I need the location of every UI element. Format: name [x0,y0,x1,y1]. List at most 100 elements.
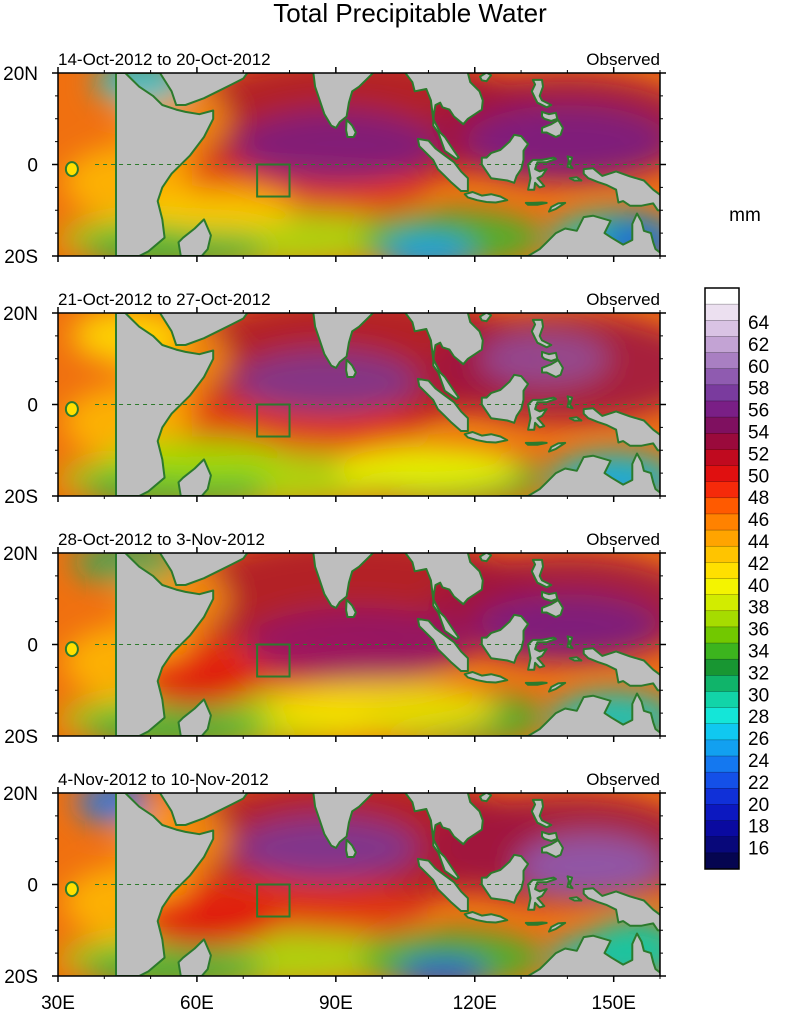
lat-label: 0 [27,396,38,417]
land-borneo [480,613,530,664]
colorbar-swatch [705,384,739,402]
colorbar-tick-label: 16 [748,839,769,860]
panel-status-label: Observed [586,50,660,69]
land-arabia [115,313,249,346]
land-halmahera [566,395,574,410]
land-srilanka [345,118,357,138]
colorbar-tick-label: 34 [748,642,770,663]
field-blob [335,445,522,492]
land-india [312,73,484,160]
lat-label: 20S [4,967,38,988]
precipitable-water-field [58,793,660,976]
colorbar-tick-label: 42 [748,554,769,575]
land-srilanka [345,598,357,618]
land-timor [548,681,567,693]
lake-victoria [64,161,79,178]
land-madagascar [177,938,212,976]
colorbar-swatch [705,288,739,305]
land-borneo [480,133,530,184]
colorbar-swatch [705,530,739,547]
land-srilanka [345,838,357,858]
colorbar-swatch [705,739,739,757]
lon-label: 150E [592,993,636,1014]
colorbar-swatch [705,594,739,612]
panel-status-label: Observed [586,770,660,789]
land-mindanao [541,119,564,138]
land-sulawesi [527,876,557,911]
panel-date-range: 28-Oct-2012 to 3-Nov-2012 [58,530,265,549]
panel-date-range: 4-Nov-2012 to 10-Nov-2012 [58,770,269,789]
land-flores [524,681,548,686]
colorbar-tick-label: 56 [748,401,769,422]
land-masses [115,553,660,736]
land-java [463,671,509,684]
lat-label: 20S [4,727,38,748]
colorbar-swatch [705,320,739,337]
field-blob [243,607,475,682]
land-newbritain [665,184,681,193]
land-india [312,553,484,640]
colorbar-swatch [705,368,739,386]
colorbar-swatch [705,772,739,789]
colorbar-tick-label: 22 [748,773,769,794]
land-madagascar [177,458,212,496]
land-india [312,793,484,880]
colorbar-swatch [705,804,739,821]
land-africa [115,793,215,976]
colorbar-swatch [705,417,739,434]
study-region-box [256,643,291,678]
lon-label: 30E [41,993,75,1014]
colorbar-tick-label: 58 [748,379,769,400]
field-blob [81,948,267,976]
study-region-box [256,163,291,198]
colorbar-tick-label: 32 [748,663,769,684]
map-panel: 28-Oct-2012 to 3-Nov-2012 Observed 20N 0 20S [3,530,666,748]
colorbar-tick-label: 60 [748,357,769,378]
colorbar-tick-label: 30 [748,685,769,706]
land-halmahera [566,635,574,650]
panel-status-label: Observed [586,290,660,309]
field-blob [396,957,489,976]
land-africa [115,553,215,736]
land-srilanka [345,358,357,378]
land-australia [499,452,660,496]
land-madagascar [177,698,212,736]
colorbar-swatch [705,433,739,450]
precipitable-water-field [58,553,660,736]
lat-label: 20N [3,304,38,325]
colorbar-swatch [705,610,739,628]
land-java [463,431,509,444]
colorbar-tick-label: 46 [748,510,769,531]
colorbar-swatch [705,497,739,515]
colorbar-swatch [705,352,739,369]
field-blob [132,653,262,709]
field-blob [145,187,295,234]
colorbar-tick-label: 26 [748,729,769,750]
field-blob [132,893,281,949]
map-panel: 21-Oct-2012 to 27-Oct-2012 Observed 20N 0 20… [3,290,666,508]
field-blob [266,681,498,736]
land-java [463,911,509,924]
longitude-axis: 30E 60E 90E 120E 150E [41,993,636,1014]
land-australia [499,692,660,736]
field-blob [359,930,545,976]
land-luzon [530,798,553,829]
colorbar-swatch [705,675,739,692]
study-region-box [256,883,291,918]
colorbar-swatch [705,820,739,838]
land-seram [568,896,583,902]
land-timor [548,201,567,213]
field-blob [81,228,267,256]
land-timor [548,441,567,453]
lat-label: 20N [3,544,38,565]
land-seram [568,656,583,662]
colorbar-tick-label: 54 [748,423,770,444]
lat-label: 20S [4,247,38,268]
land-newguinea [582,647,660,692]
colorbar-swatch [705,400,739,418]
colorbar: 6462605856545250484644424038363432302826… [704,287,770,870]
land-sulawesi [527,636,557,671]
land-newguinea [582,407,660,452]
map-panels: 14-Oct-2012 to 20-Oct-2012 Observed 20N 0 20… [3,50,681,988]
land-visayas [541,350,559,362]
